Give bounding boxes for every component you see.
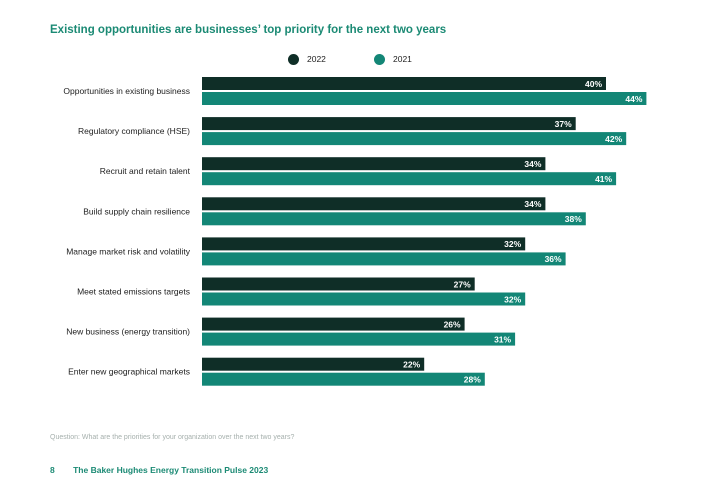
publication-title: The Baker Hughes Energy Transition Pulse…	[73, 465, 269, 475]
value-label-2021: 32%	[504, 294, 521, 304]
value-label-2022: 22%	[403, 360, 420, 370]
value-label-2022: 26%	[444, 319, 461, 329]
bar-2021	[202, 132, 627, 146]
legend-swatch-2022	[288, 53, 299, 65]
legend-label-2022: 2022	[307, 54, 326, 64]
value-label-2021: 42%	[605, 134, 622, 144]
legend-label-2021: 2021	[393, 54, 412, 64]
value-label-2021: 41%	[595, 174, 612, 184]
chart-legend: 2022 2021	[0, 52, 706, 66]
category-label: Manage market risk and volatility	[66, 246, 191, 256]
category-label: Opportunities in existing business	[63, 86, 190, 96]
bar-2021	[202, 252, 566, 266]
category-label: New business (energy transition)	[66, 327, 190, 337]
bar-2022	[202, 197, 546, 211]
value-label-2022: 27%	[454, 279, 471, 289]
bar-2022	[202, 277, 475, 291]
page-footer: 8 The Baker Hughes Energy Transition Pul…	[50, 465, 268, 475]
value-label-2021: 44%	[625, 94, 642, 104]
page-number: 8	[50, 465, 55, 475]
bar-2021	[202, 92, 647, 105]
bar-2022	[202, 117, 576, 131]
value-label-2021: 36%	[545, 254, 562, 264]
bar-2022	[202, 357, 425, 371]
bar-2022	[202, 317, 465, 331]
legend-swatch-2021	[374, 53, 385, 65]
bar-2022	[202, 237, 526, 251]
value-label-2022: 37%	[555, 119, 572, 129]
value-label-2021: 28%	[464, 375, 481, 385]
bar-2022	[202, 77, 606, 90]
category-label: Regulatory compliance (HSE)	[78, 126, 190, 136]
category-label: Meet stated emissions targets	[77, 287, 190, 297]
bar-chart: Opportunities in existing business 40% 44%…	[63, 77, 647, 386]
bar-2021	[202, 372, 485, 386]
survey-question: Question: What are the priorities for yo…	[50, 434, 295, 441]
value-label-2022: 32%	[504, 239, 521, 249]
value-label-2022: 34%	[524, 159, 541, 169]
category-label: Build supply chain resilience	[83, 206, 190, 216]
bar-2021	[202, 332, 516, 346]
bar-2021	[202, 172, 617, 186]
category-label: Recruit and retain talent	[100, 166, 191, 176]
value-label-2021: 31%	[494, 334, 511, 344]
legend-item-2022: 2022	[288, 52, 326, 66]
category-label: Enter new geographical markets	[68, 367, 190, 377]
bar-2021	[202, 292, 526, 306]
legend-item-2021: 2021	[374, 52, 412, 66]
bar-2021	[202, 212, 586, 226]
value-label-2022: 34%	[524, 199, 541, 209]
value-label-2021: 38%	[565, 214, 582, 224]
value-label-2022: 40%	[585, 79, 602, 89]
chart-title: Existing opportunities are businesses’ t…	[50, 24, 447, 36]
bar-2022	[202, 157, 546, 171]
